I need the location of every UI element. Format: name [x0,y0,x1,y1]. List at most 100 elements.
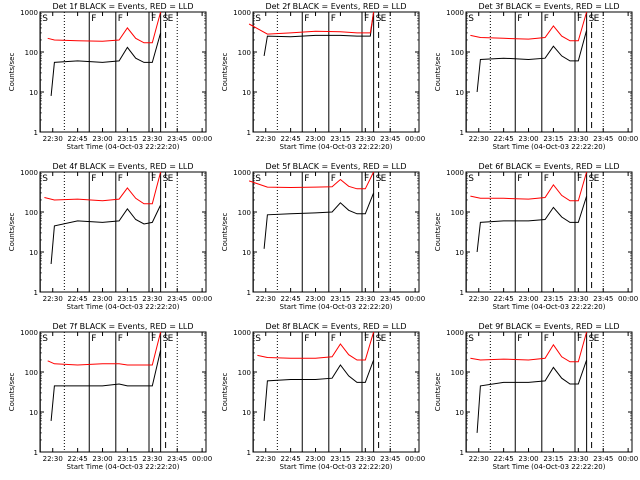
y-axis-label: Counts/sec [221,53,229,92]
chart-panel-4: Det 4f BLACK = Events, RED = LLD 1 10 100 10… [8,162,212,311]
y-tick-label: 1000 [446,329,464,337]
y-tick-label: 100 [25,49,38,57]
x-tick-label: 22:45 [281,295,301,303]
x-axis-label: Start Time (04-Oct-03 22:22:20) [67,463,180,471]
y-tick-label: 1000 [233,329,251,337]
x-axis-label: Start Time (04-Oct-03 22:22:20) [493,303,606,311]
x-tick-label: 22:45 [281,455,301,463]
x-tick-label: 23:15 [330,295,350,303]
x-tick-label: 23:45 [593,295,613,303]
y-tick-label: 10 [242,89,251,97]
y-tick-label: 1000 [446,169,464,177]
marker-label: S [468,174,474,184]
chart-panel-8: Det 8f BLACK = Events, RED = LLD 1 10 100 10… [221,322,425,471]
x-tick-label: 23:00 [305,455,325,463]
y-tick-label: 10 [29,89,38,97]
y-tick-label: 100 [451,49,464,57]
x-tick-label: 23:00 [518,455,538,463]
marker-label: F [151,174,156,184]
marker-label: S [42,14,48,24]
x-tick-label: 22:30 [469,455,489,463]
x-tick-label: 22:30 [43,135,63,143]
marker-label: S [163,334,169,344]
x-tick-label: 23:45 [167,455,187,463]
marker-label: E [381,14,387,24]
marker-label: E [168,174,174,184]
y-axis-label: Counts/sec [221,373,229,412]
x-tick-label: 23:30 [355,455,375,463]
series-line-lld [248,11,375,35]
y-tick-label: 100 [238,49,251,57]
x-tick-label: 23:15 [117,135,137,143]
marker-label: S [468,334,474,344]
y-tick-label: 1 [34,289,38,297]
chart-panel-3: Det 3f BLACK = Events, RED = LLD 1 10 100 10… [434,2,638,151]
marker-label: F [577,174,582,184]
x-tick-label: 23:45 [380,455,400,463]
chart-title: Det 6f BLACK = Events, RED = LLD [478,162,619,171]
marker-label: F [304,14,309,24]
y-tick-label: 1000 [446,9,464,17]
y-tick-label: 1 [460,289,464,297]
marker-label: E [381,334,387,344]
marker-label: F [118,334,123,344]
x-axis-label: Start Time (04-Oct-03 22:22:20) [493,143,606,151]
marker-label: S [589,14,595,24]
marker-label: S [255,334,261,344]
marker-label: F [118,14,123,24]
series-line-lld [470,11,588,42]
marker-label: F [517,14,522,24]
x-tick-label: 00:00 [192,135,212,143]
marker-label: F [91,334,96,344]
y-tick-label: 10 [455,409,464,417]
x-axis-label: Start Time (04-Oct-03 22:22:20) [67,143,180,151]
x-tick-label: 23:30 [568,135,588,143]
x-tick-label: 23:00 [518,135,538,143]
marker-label: F [364,14,369,24]
marker-label: F [151,334,156,344]
marker-label: S [42,334,48,344]
marker-label: S [255,174,261,184]
marker-label: F [517,334,522,344]
chart-panel-7: Det 7f BLACK = Events, RED = LLD 1 10 100 10… [8,322,212,471]
x-tick-label: 23:45 [167,135,187,143]
marker-label: S [163,174,169,184]
y-axis-label: Counts/sec [8,213,16,252]
y-axis-label: Counts/sec [8,373,16,412]
x-tick-label: 00:00 [618,455,638,463]
x-tick-label: 23:00 [92,135,112,143]
x-tick-label: 00:00 [405,455,425,463]
marker-label: S [468,14,474,24]
x-tick-label: 23:30 [568,295,588,303]
x-axis-label: Start Time (04-Oct-03 22:22:20) [67,303,180,311]
x-tick-label: 22:45 [68,135,88,143]
series-line-events [476,30,588,93]
chart-title: Det 8f BLACK = Events, RED = LLD [265,322,406,331]
x-tick-label: 00:00 [405,295,425,303]
x-tick-label: 00:00 [192,295,212,303]
x-tick-label: 22:45 [68,455,88,463]
y-tick-label: 1 [460,449,464,457]
series-line-events [50,32,162,96]
x-tick-label: 22:30 [43,295,63,303]
y-tick-label: 100 [451,369,464,377]
x-tick-label: 23:00 [518,295,538,303]
y-tick-label: 100 [238,369,251,377]
x-axis-label: Start Time (04-Oct-03 22:22:20) [493,463,606,471]
x-tick-label: 23:45 [593,135,613,143]
series-line-lld [44,171,162,205]
y-tick-label: 1000 [20,9,38,17]
y-tick-label: 1000 [233,169,251,177]
x-tick-label: 23:30 [355,295,375,303]
x-tick-label: 23:15 [117,295,137,303]
y-tick-label: 10 [29,409,38,417]
chart-panel-1: Det 1f BLACK = Events, RED = LLD 1 10 100 10… [8,2,212,151]
marker-label: F [577,14,582,24]
x-tick-label: 22:45 [494,295,514,303]
marker-label: F [544,174,549,184]
x-tick-label: 22:45 [281,135,301,143]
marker-label: S [376,334,382,344]
marker-label: F [577,334,582,344]
series-line-lld [47,331,162,366]
marker-label: E [594,174,600,184]
